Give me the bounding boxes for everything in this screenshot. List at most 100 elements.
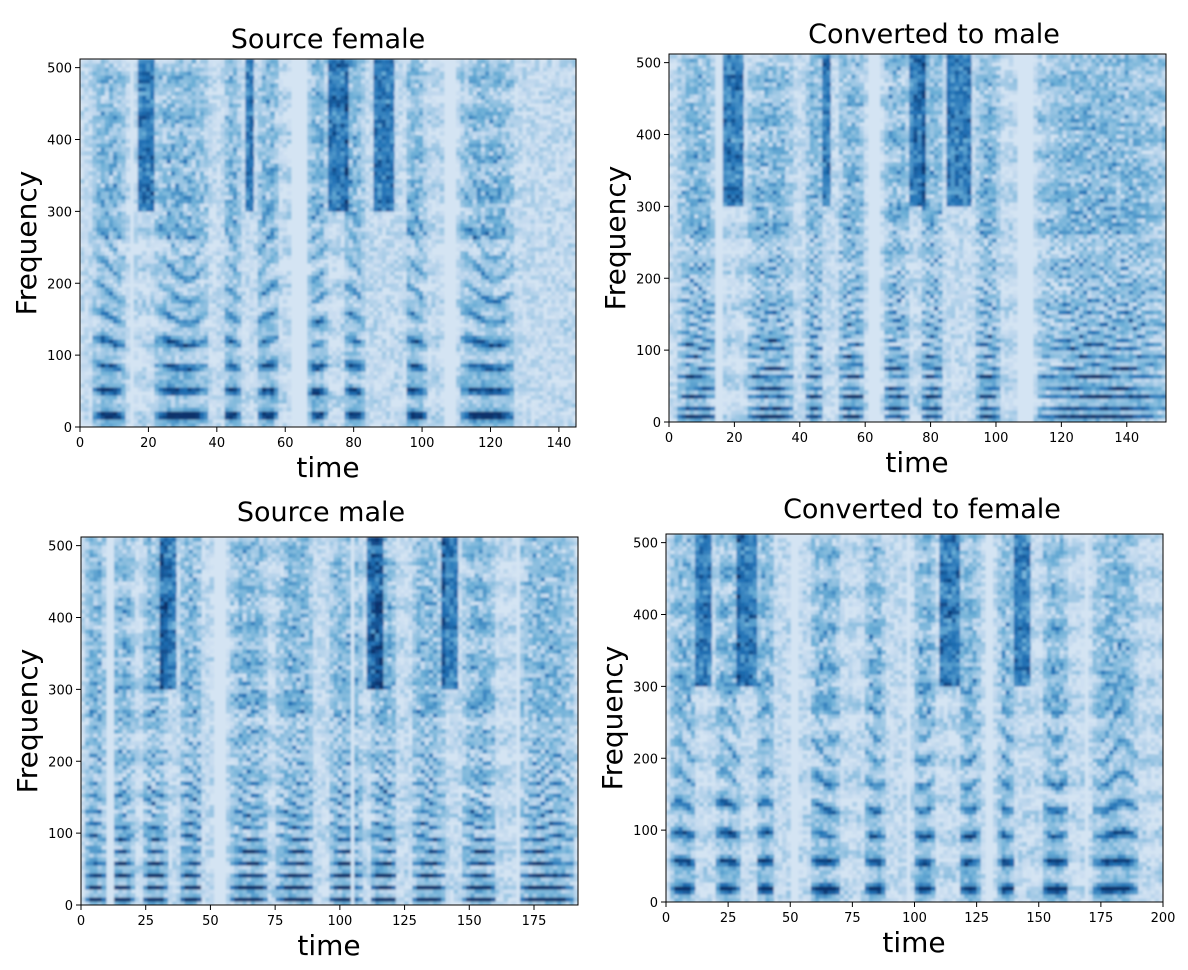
heatmap-cell: [311, 187, 317, 192]
heatmap-cell: [104, 151, 110, 156]
heatmap-cell: [278, 239, 284, 244]
heatmap-cell: [195, 379, 201, 384]
heatmap-cell: [286, 319, 292, 324]
heatmap-cell: [142, 275, 147, 280]
heatmap-cell: [158, 95, 164, 100]
heatmap-cell: [336, 403, 341, 408]
heatmap-cell: [245, 163, 251, 168]
heatmap-cell: [286, 207, 292, 212]
heatmap-cell: [336, 287, 341, 292]
heatmap-cell: [212, 59, 217, 64]
heatmap-cell: [195, 415, 201, 420]
heatmap-cell: [261, 235, 267, 240]
heatmap-cell: [278, 135, 284, 140]
heatmap-cell: [228, 159, 234, 164]
heatmap-cell: [224, 59, 230, 64]
heatmap-cell: [208, 83, 213, 88]
heatmap-cell: [170, 199, 176, 204]
heatmap-cell: [336, 367, 341, 372]
heatmap-cell: [142, 187, 147, 192]
heatmap-cell: [96, 99, 102, 104]
heatmap-cell: [253, 371, 259, 376]
heatmap-cell: [336, 379, 341, 384]
heatmap-cell: [348, 335, 354, 340]
heatmap-cell: [228, 347, 234, 352]
heatmap-cell: [340, 347, 346, 352]
heatmap-cell: [84, 403, 89, 408]
heatmap-cell: [282, 251, 288, 256]
heatmap-cell: [113, 279, 118, 284]
heatmap-cell: [175, 91, 180, 96]
heatmap-cell: [96, 399, 102, 404]
heatmap-cell: [162, 195, 168, 200]
heatmap-cell: [80, 239, 85, 244]
heatmap-cell: [96, 167, 102, 172]
heatmap-cell: [195, 91, 201, 96]
heatmap-cell: [307, 95, 313, 100]
heatmap-cell: [204, 159, 209, 164]
heatmap-cell: [311, 403, 317, 408]
heatmap-cell: [270, 355, 275, 360]
heatmap-cell: [96, 327, 102, 332]
heatmap-cell: [228, 243, 234, 248]
heatmap-cell: [204, 143, 209, 148]
heatmap-cell: [117, 159, 122, 164]
heatmap-cell: [170, 395, 176, 400]
heatmap-cell: [142, 151, 147, 156]
heatmap-cell: [195, 179, 201, 184]
heatmap-cell: [183, 363, 189, 368]
heatmap-cell: [100, 267, 106, 272]
heatmap-cell: [170, 383, 176, 388]
heatmap-cell: [108, 359, 114, 364]
heatmap-cell: [315, 91, 321, 96]
heatmap-cell: [100, 255, 106, 260]
heatmap-cell: [315, 335, 321, 340]
heatmap-cell: [282, 339, 288, 344]
heatmap-cell: [261, 259, 267, 264]
heatmap-cell: [319, 359, 325, 364]
heatmap-cell: [328, 215, 333, 220]
heatmap-cell: [228, 223, 234, 228]
heatmap-cell: [344, 415, 350, 420]
heatmap-cell: [125, 347, 131, 352]
heatmap-cell: [216, 391, 222, 396]
heatmap-cell: [104, 291, 110, 296]
heatmap-cell: [315, 167, 321, 172]
heatmap-cell: [307, 303, 313, 308]
heatmap-cell: [204, 391, 209, 396]
heatmap-cell: [232, 407, 238, 412]
heatmap-cell: [187, 343, 193, 348]
heatmap-cell: [191, 379, 197, 384]
heatmap-cell: [307, 67, 313, 72]
heatmap-cell: [204, 67, 209, 72]
heatmap-cell: [348, 231, 354, 236]
heatmap-cell: [170, 295, 176, 300]
heatmap-cell: [100, 139, 106, 144]
heatmap-cell: [142, 331, 147, 336]
heatmap-cell: [170, 283, 176, 288]
heatmap-cell: [332, 127, 337, 132]
heatmap-cell: [104, 227, 110, 232]
heatmap-cell: [96, 163, 102, 168]
heatmap-cell: [125, 267, 131, 272]
heatmap-cell: [158, 119, 164, 124]
heatmap-cell: [92, 207, 98, 212]
heatmap-cell: [154, 231, 160, 236]
heatmap-cell: [179, 191, 184, 196]
heatmap-cell: [191, 107, 197, 112]
heatmap-cell: [224, 299, 230, 304]
heatmap-cell: [125, 139, 131, 144]
heatmap-cell: [311, 263, 317, 268]
heatmap-cell: [187, 263, 193, 268]
heatmap-cell: [104, 219, 110, 224]
heatmap-cell: [270, 163, 275, 168]
heatmap-cell: [170, 171, 176, 176]
heatmap-cell: [278, 283, 284, 288]
heatmap-cell: [84, 231, 89, 236]
heatmap-cell: [108, 391, 114, 396]
heatmap-cell: [113, 127, 118, 132]
heatmap-cell: [166, 387, 172, 392]
heatmap-cell: [274, 163, 279, 168]
heatmap-cell: [307, 199, 313, 204]
heatmap-cell: [278, 411, 284, 416]
